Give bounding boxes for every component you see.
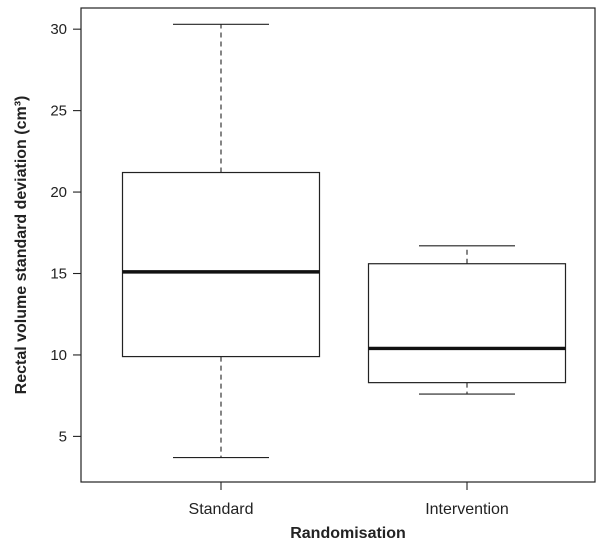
x-tick-label: Intervention [425,501,509,518]
plot-frame [80,7,596,483]
box-body [367,263,567,384]
y-tick-label: 15 [50,266,67,283]
box-group [367,245,567,395]
y-tick-label: 10 [50,347,67,364]
y-axis: 5 10 15 20 25 30 [50,21,81,445]
box-group [121,23,321,459]
boxes [121,23,567,459]
x-axis-title: Randomisation [290,525,406,542]
x-axis: Standard Intervention [189,482,509,518]
box-body [121,171,321,358]
y-tick-label: 30 [50,21,67,38]
x-tick-label: Standard [189,501,254,518]
y-tick-label: 20 [50,184,67,201]
y-axis-title: Rectal volume standard deviation (cm³) [13,96,30,395]
y-tick-label: 5 [59,428,67,445]
y-tick-label: 25 [50,103,67,120]
